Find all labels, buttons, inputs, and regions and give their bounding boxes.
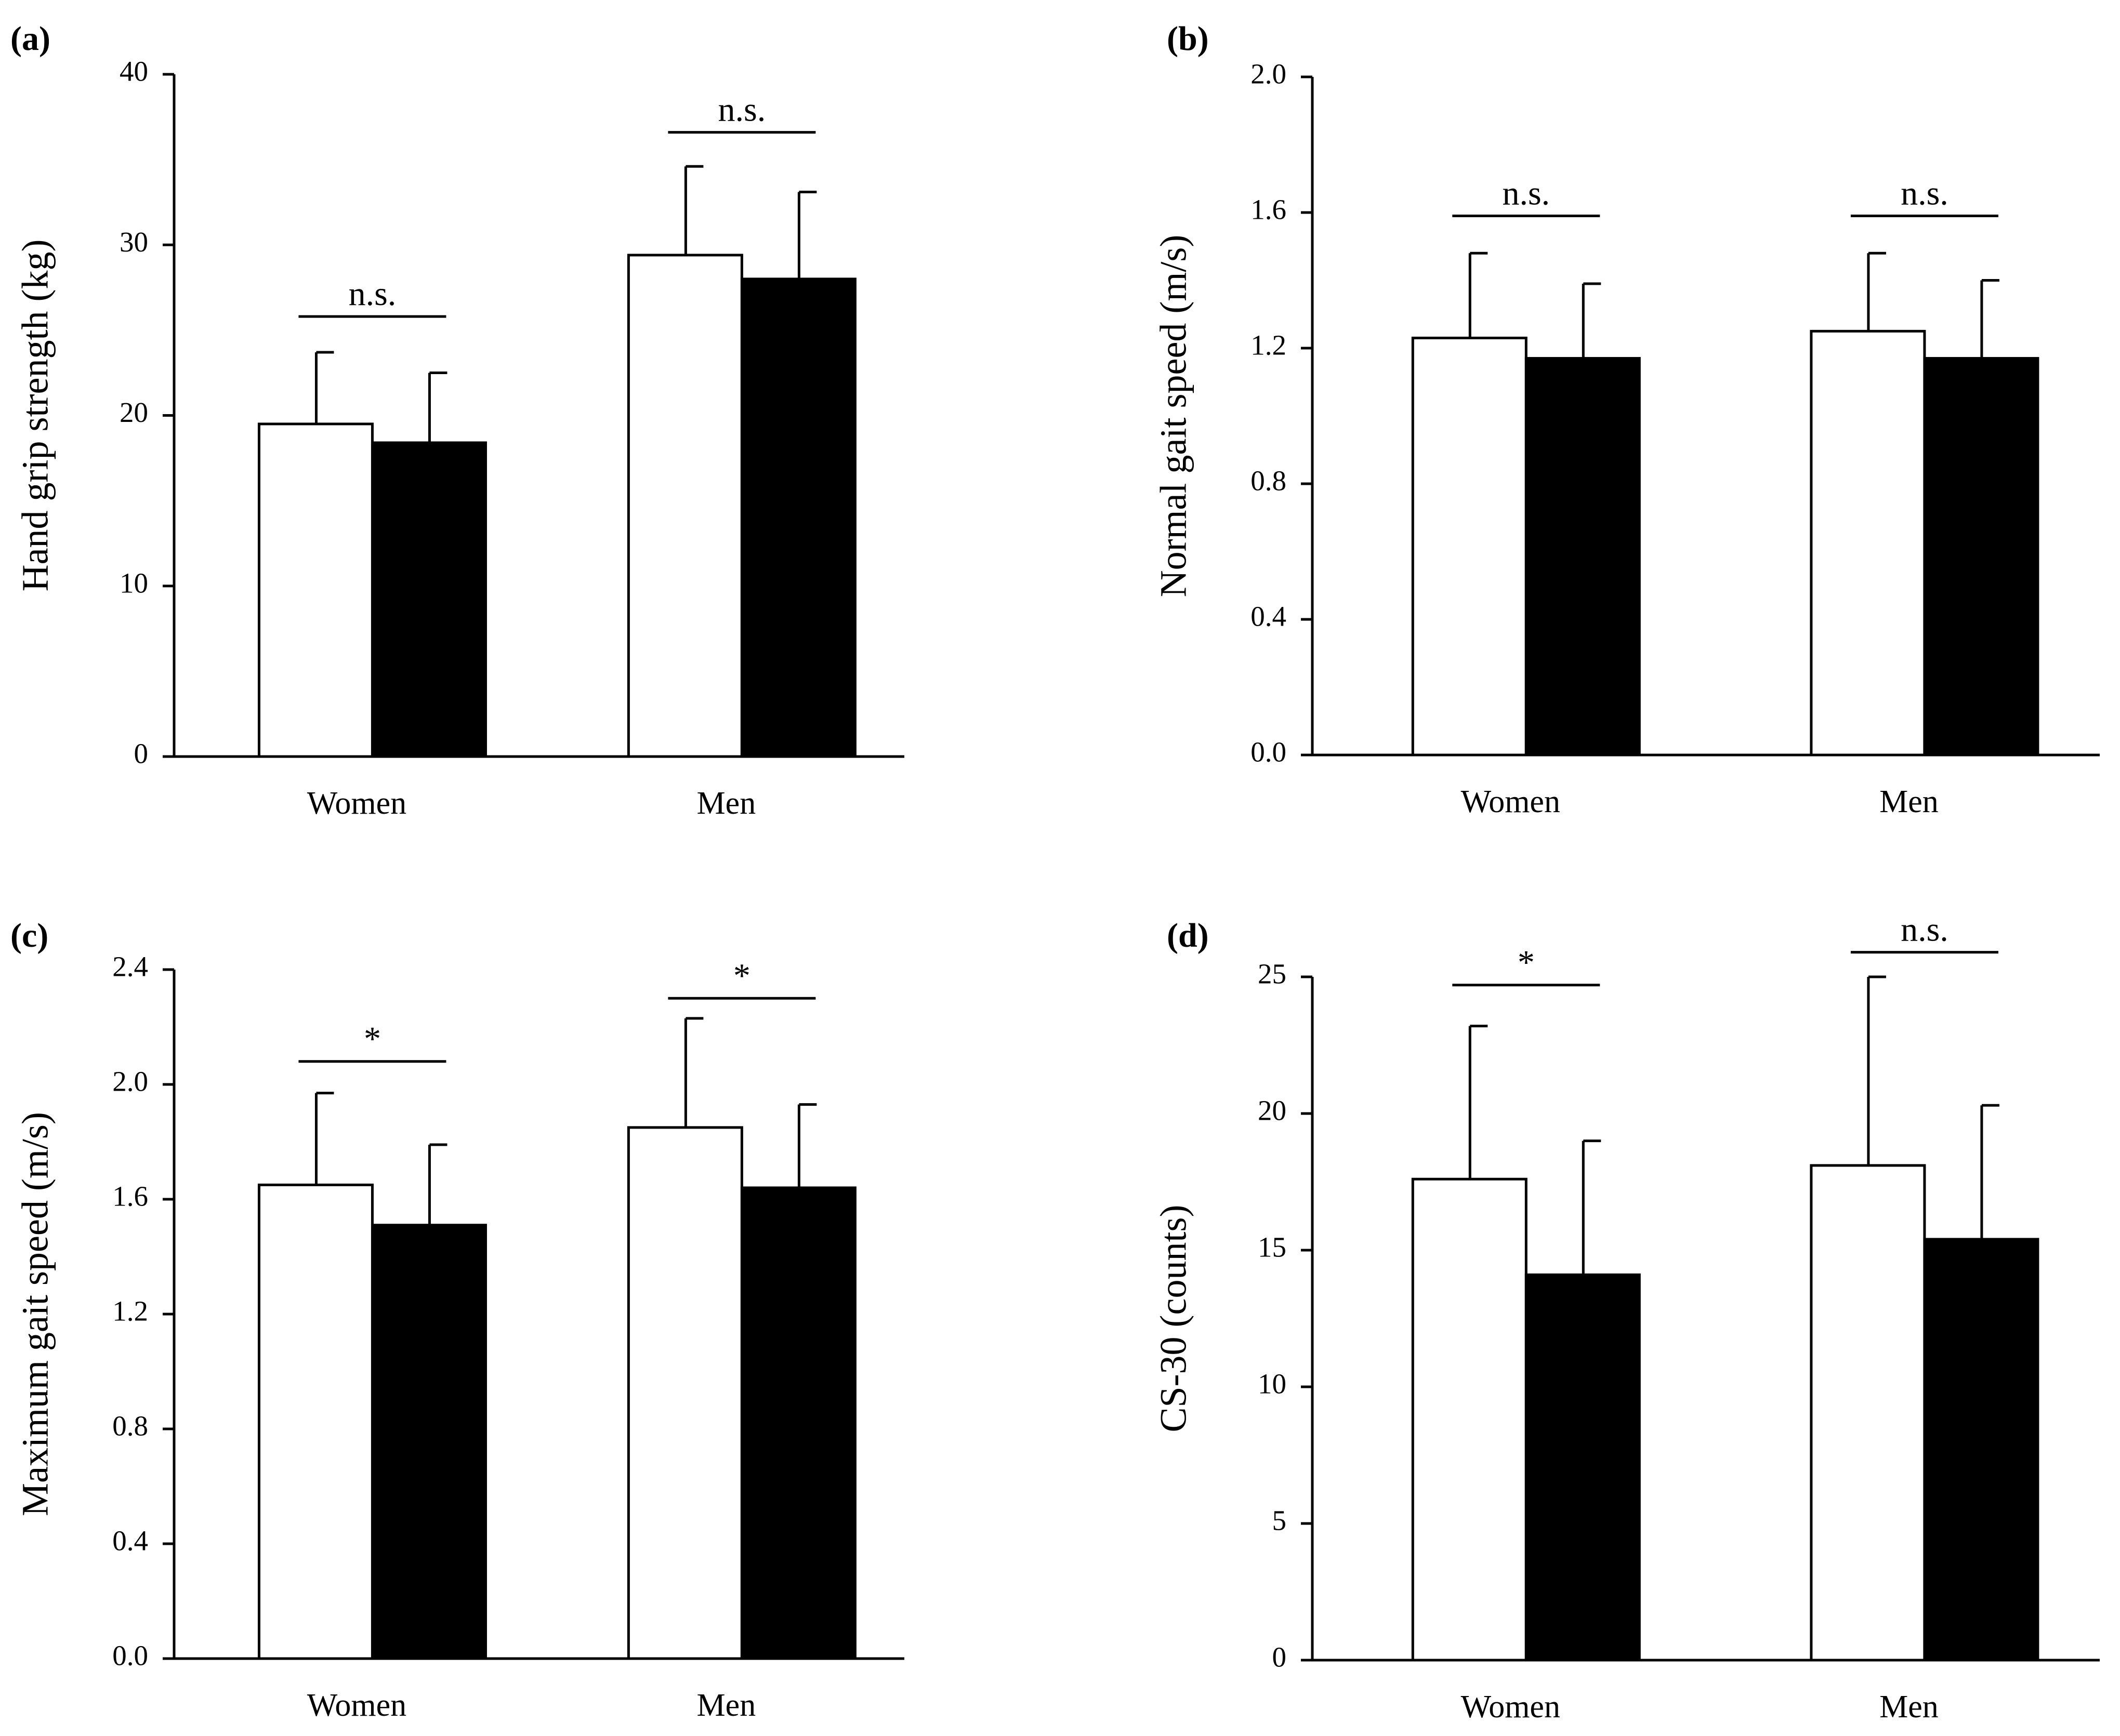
panel-label: (c)	[10, 917, 48, 955]
chart-panel-1: (a) Hand grip strength (kg) Women n.s. Men n.…	[10, 20, 904, 821]
y-axis-title: Hand grip strength (kg)	[15, 240, 56, 592]
y-tick-label: 1.6	[1250, 194, 1286, 226]
y-axis-title: Maximum gait speed (m/s)	[15, 1112, 56, 1516]
bar-women-series-2	[1524, 357, 1641, 757]
bar-women-series-2	[371, 1224, 487, 1660]
bar-men-series-2	[740, 1186, 857, 1660]
panel-label: (d)	[1167, 917, 1209, 955]
y-tick-label: 40	[120, 56, 148, 87]
bar-men-series-2	[1923, 357, 2039, 757]
category-label: Men	[1879, 1689, 1939, 1725]
bar-men-series-1	[1810, 329, 1926, 757]
y-tick-label: 1.2	[1250, 329, 1286, 361]
significance-label: n.s.	[1901, 911, 1948, 949]
y-tick-label: 5	[1272, 1505, 1287, 1536]
bar-women-series-1	[257, 422, 374, 758]
chart-panel-3: (c) Maximum gait speed (m/s) Women * Men * 0.0…	[10, 917, 904, 1723]
bar-men-series-1	[627, 254, 743, 758]
bar-women-series-1	[257, 1183, 374, 1660]
y-tick-label: 1.2	[112, 1295, 148, 1327]
chart-panel-4: (d) CS-30 (counts) Women * Men n.s. 0 5 10 15 20 25	[1153, 911, 2100, 1725]
y-tick-label: 1.6	[112, 1181, 148, 1212]
y-tick-label: 0	[1272, 1641, 1287, 1673]
bar-women-series-1	[1411, 1177, 1528, 1662]
y-tick-label: 2.4	[112, 951, 148, 983]
y-tick-label: 0.4	[112, 1525, 148, 1557]
y-tick-label: 20	[120, 396, 148, 428]
y-tick-label: 2.0	[112, 1066, 148, 1097]
bar-men-series-2	[1923, 1238, 2039, 1662]
y-tick-label: 2.0	[1250, 58, 1286, 90]
y-tick-label: 0.8	[112, 1410, 148, 1442]
chart-panel-2: (b) Normal gait speed (m/s) Women n.s. Men n.…	[1153, 20, 2100, 819]
category-label: Men	[697, 1688, 756, 1723]
significance-label: *	[1518, 944, 1535, 982]
category-label: Men	[1879, 784, 1939, 819]
significance-label: n.s.	[1502, 175, 1550, 213]
y-axis-title: Normal gait speed (m/s)	[1153, 235, 1194, 598]
significance-label: n.s.	[349, 275, 397, 313]
y-tick-label: 20	[1258, 1095, 1286, 1127]
y-tick-label: 10	[120, 567, 148, 599]
panel-label: (a)	[10, 20, 50, 58]
bar-women-series-1	[1411, 336, 1528, 757]
y-tick-label: 0.0	[112, 1640, 148, 1672]
y-tick-label: 0.8	[1250, 465, 1286, 497]
bar-men-series-1	[627, 1126, 743, 1660]
significance-label: n.s.	[718, 91, 766, 129]
category-label: Women	[307, 1688, 406, 1723]
bar-men-series-2	[740, 277, 857, 758]
y-tick-label: 0.4	[1250, 601, 1286, 632]
bar-women-series-2	[1524, 1273, 1641, 1662]
y-tick-label: 15	[1258, 1231, 1286, 1263]
category-label: Women	[1461, 784, 1560, 819]
category-label: Men	[697, 786, 756, 821]
category-label: Women	[1461, 1689, 1560, 1725]
y-axis-title: CS-30 (counts)	[1153, 1205, 1194, 1433]
significance-label: n.s.	[1901, 175, 1948, 213]
y-tick-label: 30	[120, 226, 148, 258]
y-tick-label: 10	[1258, 1368, 1286, 1400]
panel-label: (b)	[1167, 20, 1209, 58]
bar-women-series-2	[371, 441, 487, 758]
y-tick-label: 0	[134, 738, 149, 770]
bar-men-series-1	[1810, 1164, 1926, 1662]
y-tick-label: 0.0	[1250, 736, 1286, 768]
category-label: Women	[307, 786, 406, 821]
significance-label: *	[733, 957, 750, 995]
y-tick-label: 25	[1258, 958, 1286, 990]
significance-label: *	[364, 1020, 381, 1058]
